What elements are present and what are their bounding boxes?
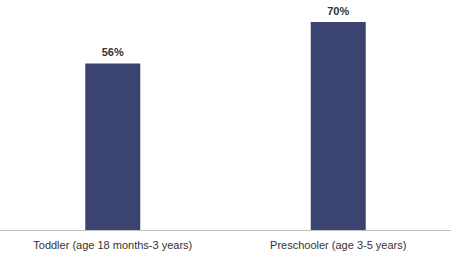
svg-text:56%: 56% — [102, 46, 124, 58]
svg-text:Toddler (age 18 months-3 years: Toddler (age 18 months-3 years) — [33, 239, 192, 251]
svg-text:Preschooler (age 3-5 years): Preschooler (age 3-5 years) — [270, 239, 406, 251]
svg-text:70%: 70% — [327, 5, 349, 17]
